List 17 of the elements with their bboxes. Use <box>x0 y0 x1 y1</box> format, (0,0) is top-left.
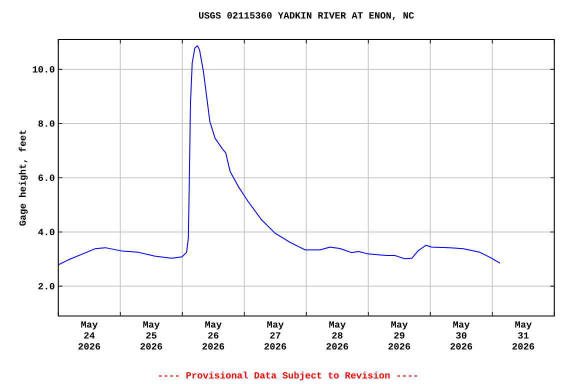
chart-title: USGS 02115360 YADKIN RIVER AT ENON, NC <box>198 12 414 20</box>
y-tick-label: 2.0 <box>38 282 54 290</box>
x-tick-label: May 30 2026 <box>450 321 472 350</box>
x-tick-label: May 31 2026 <box>512 321 534 350</box>
text: ---- Provisional Data Subject to Revision ---- <box>158 372 418 380</box>
y-tick-label: 8.0 <box>38 120 54 127</box>
y-tick-label: 6.0 <box>38 174 54 181</box>
y-axis-title: Gage height, feet <box>18 130 28 226</box>
x-tick-label: May 25 2026 <box>140 321 162 350</box>
x-tick-label: May 24 2026 <box>78 321 100 350</box>
y-tick-label: 10.0 <box>32 66 54 73</box>
line-series <box>58 45 501 266</box>
x-tick-label: May 29 2026 <box>388 321 410 350</box>
x-tick-label: May 28 2026 <box>326 321 348 350</box>
x-tick-label: May 27 2026 <box>264 321 286 350</box>
y-tick-label: 4.0 <box>38 228 54 236</box>
x-tick-label: May 26 2026 <box>202 321 224 350</box>
